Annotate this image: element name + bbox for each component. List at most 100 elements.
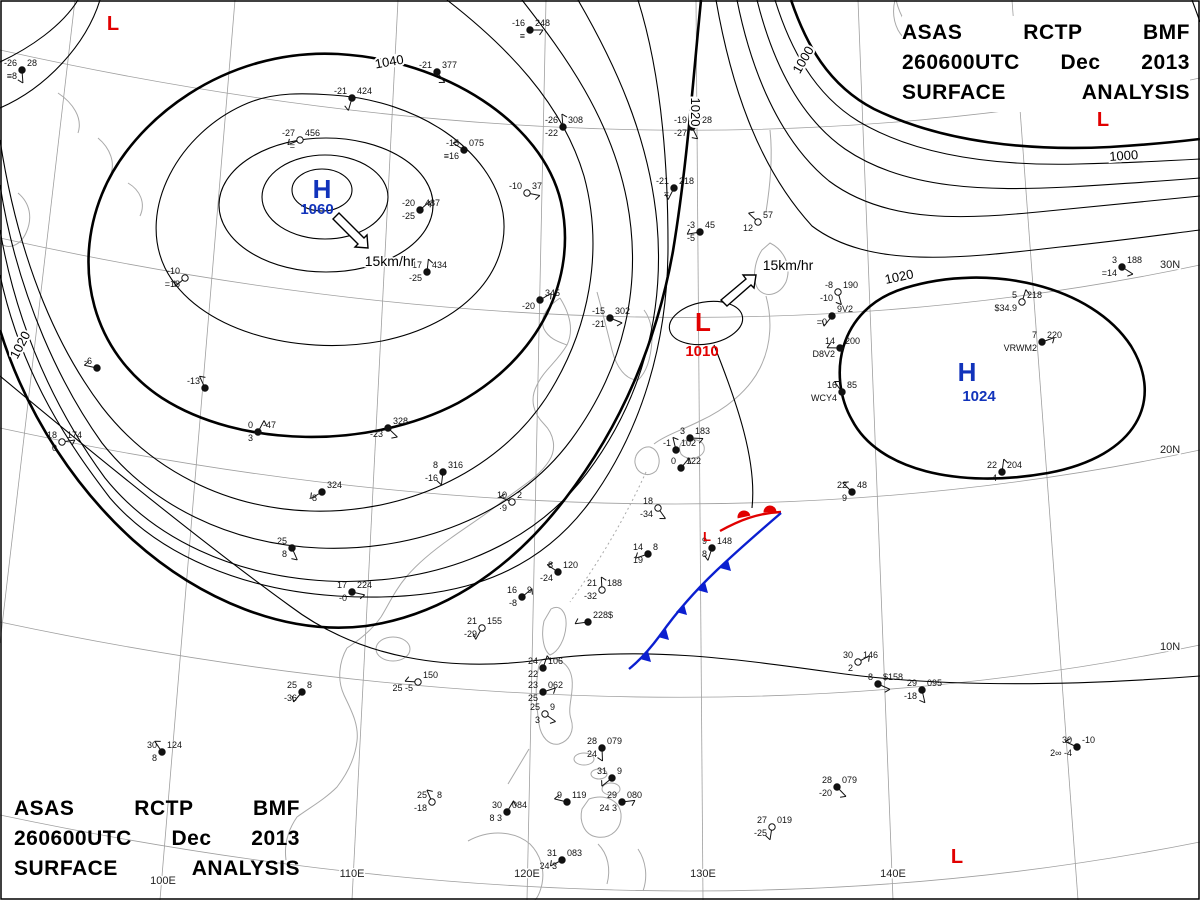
wind-barb-tick <box>452 140 459 144</box>
station-plot: -26 28 ≡8 <box>4 58 37 84</box>
cold-front-triangle <box>676 604 687 615</box>
isobar-corner <box>0 0 79 63</box>
chart-title-top-right: ASAS RCTP BMF 260600UTC Dec 2013 SURFACE… <box>902 16 1190 112</box>
station-pressure: 85 <box>847 380 857 390</box>
coast-island <box>597 843 610 885</box>
pressure-center-value: 1024 <box>962 388 996 405</box>
station-temp: 17 <box>337 580 347 590</box>
station-temp: -13 <box>187 376 200 386</box>
chart-title-line1: ASAS RCTP BMF <box>14 797 300 820</box>
coast-island <box>637 848 647 892</box>
station-pressure: 424 <box>357 86 372 96</box>
wind-barb-tick <box>686 228 691 235</box>
station-temp: -3 <box>687 220 695 230</box>
wind-barb-tick <box>404 676 410 682</box>
station-pressure: 345 <box>545 288 560 298</box>
station-plot: 30 146 2 <box>843 650 878 673</box>
wind-barb-tick <box>1003 458 1009 464</box>
longitude-label: 110E <box>340 868 365 880</box>
wind-barb-tick <box>310 492 312 499</box>
coast-borneo <box>467 832 544 900</box>
station-pressure: -10 <box>1082 735 1095 745</box>
wind-barb-tick <box>535 195 541 200</box>
station-temp: 18 <box>643 496 653 506</box>
longitude-line <box>857 0 894 900</box>
station-temp: 25 <box>530 702 540 712</box>
station-circle <box>416 206 424 214</box>
coast-sakhalin <box>765 129 772 213</box>
isobar-1028 <box>0 0 660 583</box>
wind-barb-tick <box>539 29 544 36</box>
station-pressure: 080 <box>627 790 642 800</box>
station-circle <box>318 488 326 496</box>
longitude-label: 130E <box>690 868 716 880</box>
station-dewpoint: 2 <box>848 663 853 673</box>
station-temp: -19 <box>674 115 687 125</box>
station-temp: 18 <box>47 430 57 440</box>
wind-barb-tick <box>428 258 434 264</box>
station-pressure: 220 <box>1047 330 1062 340</box>
wind-barb-tick <box>174 280 176 287</box>
station-dewpoint: ·9 <box>499 503 507 513</box>
station-temp: -10 <box>509 181 522 191</box>
station-pressure: 200 <box>845 336 860 346</box>
station-circle <box>541 710 549 718</box>
station-temp: 31 <box>597 766 607 776</box>
station-plot: -3 45 -5 <box>686 220 715 243</box>
station-plot: 30 -10 2∞ -4 <box>1050 735 1095 758</box>
station-pressure: 456 <box>305 128 320 138</box>
latitude-line <box>0 814 1200 892</box>
station-temp: 21 <box>467 616 477 626</box>
station-dewpoint: =14 <box>1102 268 1117 278</box>
coast-taiwan <box>542 607 567 656</box>
wind-barb-tick <box>550 293 552 300</box>
station-pressure: 316 <box>448 460 463 470</box>
coast-bohai <box>542 297 568 346</box>
station-plot: -10 37 <box>509 181 542 200</box>
station-dewpoint: ≡8 <box>7 71 17 81</box>
station-temp: -26 <box>545 115 558 125</box>
station-plot: 25 8 -36 <box>284 680 312 703</box>
station-dewpoint: = <box>664 189 669 199</box>
longitude-line <box>526 0 547 900</box>
isobar-1020-main <box>0 0 703 629</box>
station-dewpoint: 9 <box>842 493 847 503</box>
station-pressure: 228$ <box>593 610 613 620</box>
station-temp: -15 <box>446 138 459 148</box>
wind-barb-tick <box>1052 337 1055 344</box>
station-pressure: 148 <box>717 536 732 546</box>
station-temp: 30 <box>147 740 157 750</box>
station-pressure: 9 <box>550 702 555 712</box>
pressure-center-value: 1060 <box>300 201 333 218</box>
station-dewpoint: -20 <box>819 788 832 798</box>
isobar-value-label: 1020 <box>7 329 34 362</box>
station-plot: 24 106 22 <box>528 655 563 679</box>
station-pressure: 146 <box>863 650 878 660</box>
station-temp: 27 <box>757 815 767 825</box>
wind-barb-tick <box>554 794 560 800</box>
station-plot: 228$ <box>574 610 613 626</box>
station-dewpoint: WCY4 <box>811 393 837 403</box>
coast-shikoku <box>679 438 705 459</box>
station-pressure: 48 <box>857 480 867 490</box>
station-circle <box>598 586 606 594</box>
wind-barb-tick <box>616 322 623 327</box>
station-dewpoint: -25 <box>409 273 422 283</box>
latitude-label: 30N <box>1160 259 1180 271</box>
wind-barb-tick <box>704 555 709 561</box>
station-temp: -10 <box>167 266 180 276</box>
wind-barb-tick <box>601 576 607 581</box>
trough-line <box>713 344 754 509</box>
station-pressure: 377 <box>442 60 457 70</box>
warm-front-pip <box>763 505 777 513</box>
station-plot: 30 084 8 3 <box>489 800 527 823</box>
station-pressure: 019 <box>777 815 792 825</box>
station-dewpoint: -8 <box>309 493 317 503</box>
wind-barb-tick <box>1025 289 1030 295</box>
station-pressure: 8 <box>437 790 442 800</box>
station-circle <box>536 296 544 304</box>
station-pressure: 57 <box>763 210 773 220</box>
station-circle <box>428 798 436 806</box>
low-marker: L <box>703 529 711 544</box>
coast-lake <box>97 137 113 177</box>
